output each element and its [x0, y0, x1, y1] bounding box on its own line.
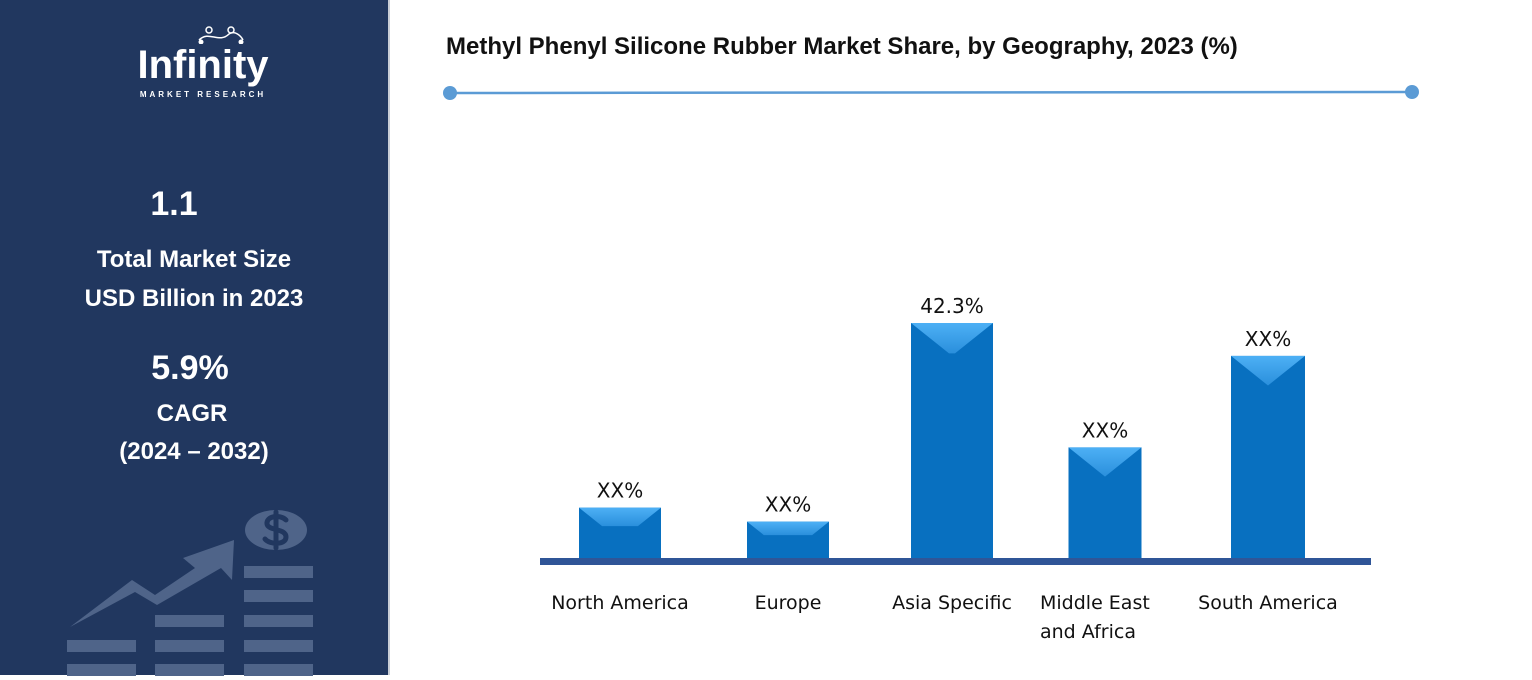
logo-text: Infinity: [137, 43, 269, 87]
category-label: South America: [1198, 592, 1338, 614]
market-size-value: 1.1: [150, 185, 198, 223]
market-size-label-line1: Total Market Size: [96, 246, 292, 273]
category-label: Asia Specific: [892, 592, 1012, 614]
cagr-label: CAGR: [156, 400, 228, 427]
title-accent-line: [449, 90, 1413, 95]
cagr-value: 5.9%: [151, 349, 229, 387]
category-label: Middle East and Africa: [1040, 592, 1150, 643]
growth-chart-dollar-icon: [67, 509, 313, 676]
bar-bevel-0: [579, 507, 661, 527]
data-label: XX%: [1245, 327, 1291, 351]
sidebar: Infinity MARKET RESEARCH 1.1 Total Marke…: [0, 0, 390, 676]
bar-bevel-2: [911, 323, 993, 354]
accent-dot-right: [1405, 85, 1419, 99]
data-label: XX%: [1082, 418, 1128, 442]
category-label: Europe: [755, 592, 822, 614]
bar-bevel-4: [1231, 355, 1305, 386]
category-label: North America: [551, 592, 689, 614]
data-label: XX%: [765, 493, 811, 517]
bar-4: [1231, 355, 1305, 559]
data-label: 42.3%: [920, 294, 984, 318]
cagr-period: (2024 – 2032): [119, 438, 269, 465]
infinity-logo: Infinity MARKET RESEARCH: [119, 26, 287, 104]
bar-3: [1068, 447, 1142, 559]
market-size-label-line2: USD Billion in 2023: [84, 285, 304, 312]
accent-dot-left: [443, 86, 457, 100]
bar-bevel-1: [747, 521, 829, 536]
bar-2: [911, 323, 993, 559]
logo-figures-icon: [198, 26, 244, 44]
chart-title: Methyl Phenyl Silicone Rubber Market Sha…: [446, 33, 1238, 60]
logo-subtext: MARKET RESEARCH: [139, 90, 267, 99]
bar-1: [747, 521, 829, 559]
bar-0: [579, 507, 661, 559]
bar-bevel-3: [1068, 447, 1142, 477]
data-label: XX%: [597, 479, 643, 503]
x-axis-baseline: [540, 558, 1371, 565]
